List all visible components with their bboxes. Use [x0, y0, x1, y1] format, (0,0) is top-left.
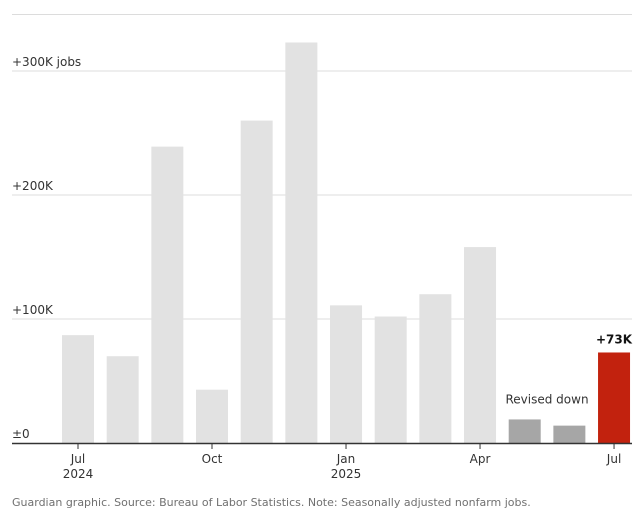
x-tick-label: Oct: [202, 452, 223, 466]
bar-standard: [419, 294, 452, 443]
bar-standard: [106, 356, 139, 443]
bar-standard: [240, 120, 273, 443]
y-tick-label: +200K: [12, 179, 54, 193]
bar-value-label: +73K: [596, 332, 633, 346]
x-tick-year-label: 2025: [331, 467, 362, 481]
bar-standard: [330, 305, 363, 443]
revised-down-annotation: Revised down: [506, 392, 589, 406]
bar-standard: [464, 247, 497, 443]
bar-revised: [553, 425, 586, 443]
bar-standard: [62, 335, 94, 443]
bar-standard: [374, 316, 407, 443]
bar-latest: [598, 352, 631, 443]
bar-standard: [151, 146, 184, 443]
y-tick-label: +300K jobs: [12, 55, 81, 69]
bar-revised: [508, 419, 541, 443]
x-tick-label: Jul: [70, 452, 85, 466]
bar-standard: [196, 389, 229, 443]
x-tick-label: Jan: [336, 452, 356, 466]
x-tick-label: Apr: [470, 452, 491, 466]
x-tick-label: Jul: [606, 452, 621, 466]
bar-standard: [285, 42, 318, 443]
x-tick-year-label: 2024: [63, 467, 94, 481]
y-tick-label: +100K: [12, 303, 54, 317]
source-note: Guardian graphic. Source: Bureau of Labo…: [12, 496, 531, 509]
y-tick-label: ±0: [12, 427, 30, 441]
